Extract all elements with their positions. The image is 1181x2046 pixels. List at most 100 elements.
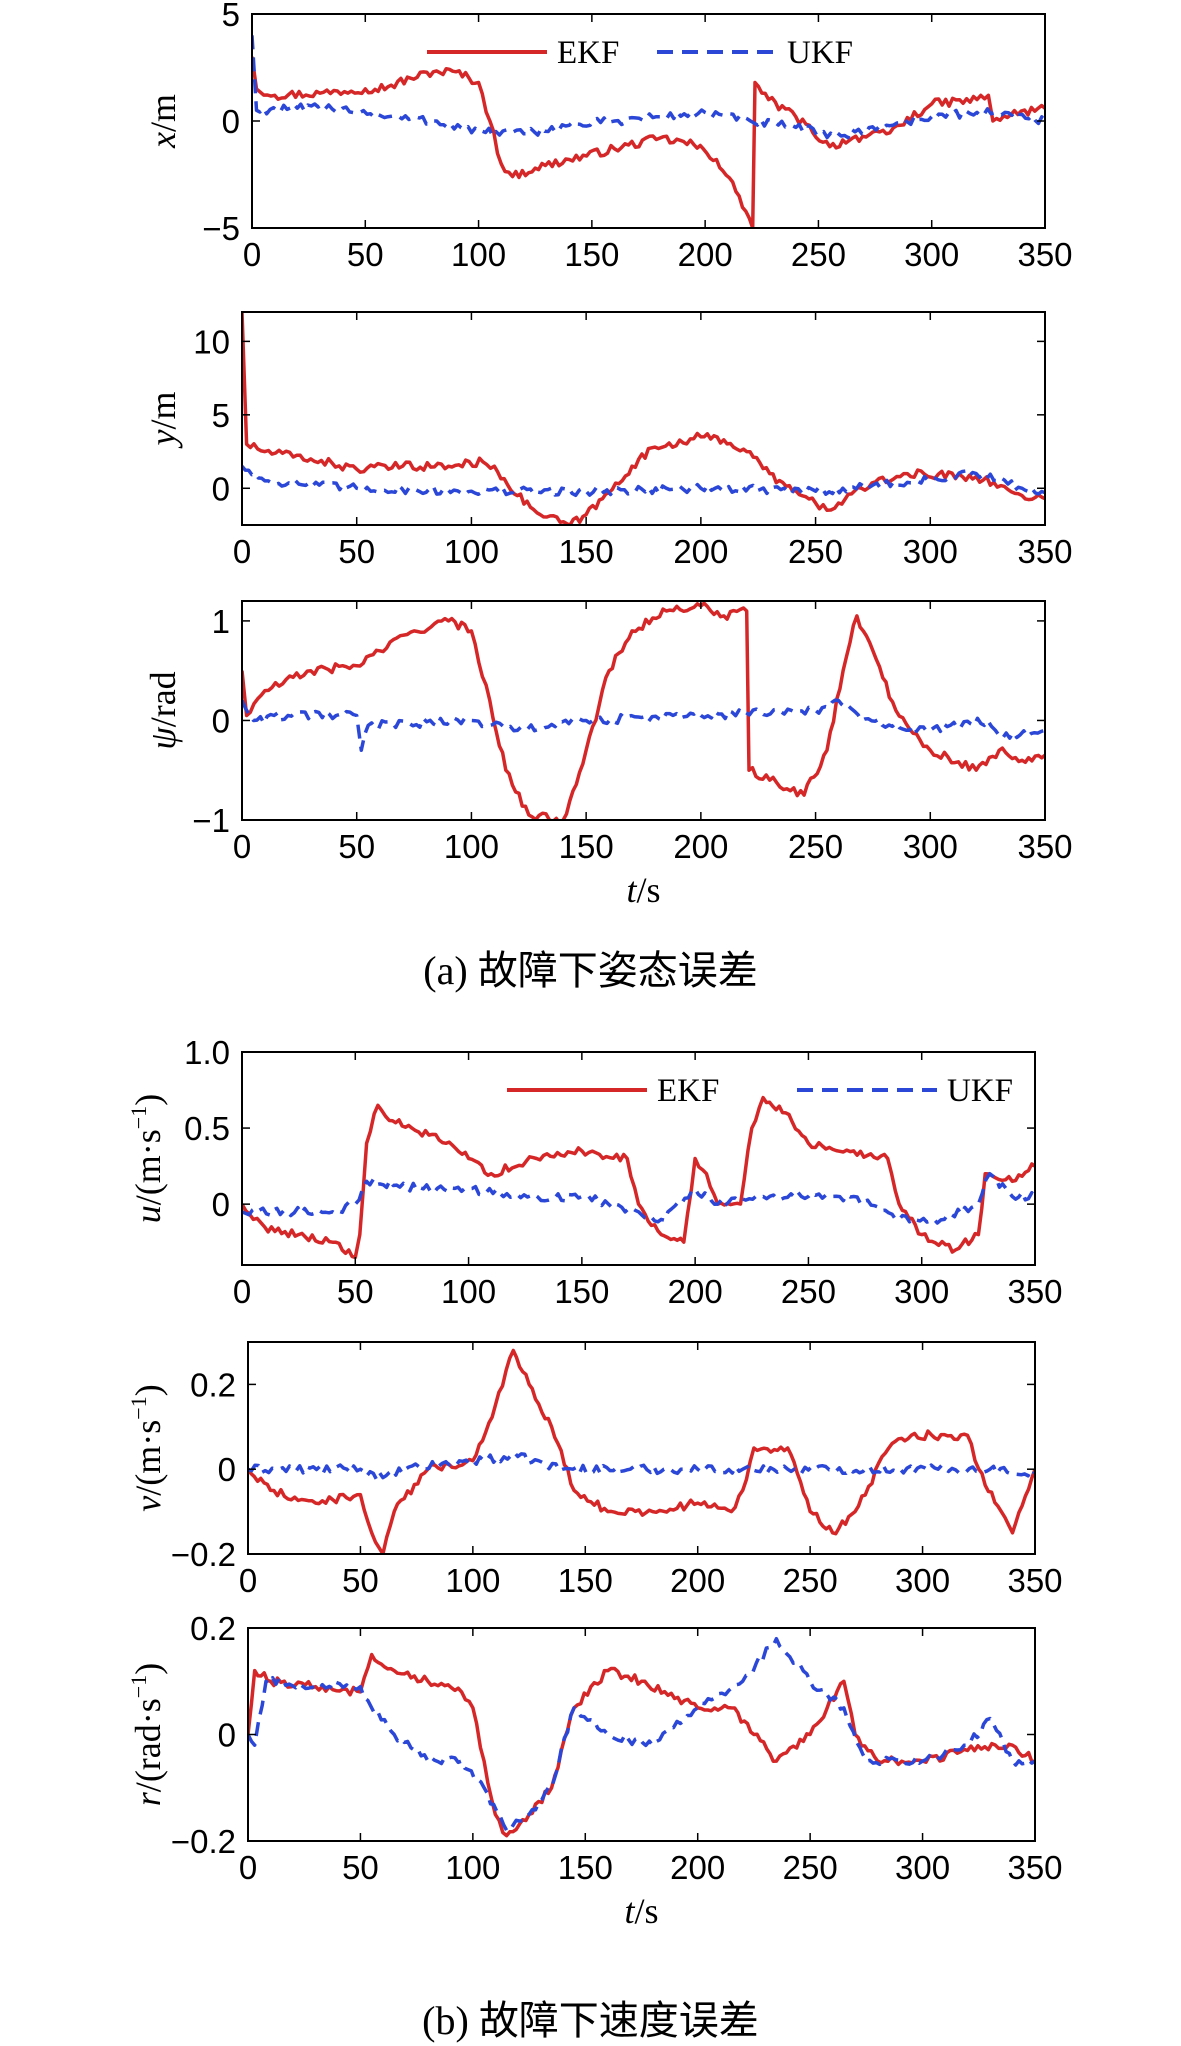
series-ekf-line (242, 601, 1045, 820)
x-tick-label: 150 (554, 1273, 609, 1310)
plot-frame (247, 1627, 1036, 1842)
y-tick-label: 1 (212, 603, 230, 640)
series-ukf-line (248, 1450, 1035, 1482)
x-tick-label: 100 (441, 1273, 496, 1310)
y-tick-label: 0.2 (190, 1366, 236, 1403)
y-axis-label: v/(m·s−1) (126, 1384, 168, 1511)
y-tick-label: 0 (218, 1451, 236, 1488)
y-label-var: v (128, 1496, 168, 1512)
x-tick-label: 250 (781, 1273, 836, 1310)
y-label-unit: /m (143, 392, 183, 430)
x-tick-label: 250 (788, 828, 843, 865)
x-tick-label: 300 (903, 828, 958, 865)
x-tick-label: 100 (444, 828, 499, 865)
x-tick-label: 150 (559, 828, 614, 865)
y-axis-label: y/m (143, 392, 183, 449)
x-tick-label: 350 (1017, 236, 1072, 273)
x-tick-label: 300 (903, 533, 958, 570)
x-tick-label: 250 (791, 236, 846, 273)
y-tick-label: 0.5 (184, 1110, 230, 1147)
y-label-var: y (143, 430, 183, 449)
y-label-sup: −1 (126, 1106, 151, 1129)
series-ukf-line (242, 465, 1045, 498)
y-tick-label: −0.2 (171, 1823, 236, 1860)
x-tick-label: 100 (445, 1849, 500, 1886)
x-tick-label: 0 (243, 236, 261, 273)
legend: EKF UKF (507, 1073, 1013, 1109)
x-tick-label: 250 (788, 533, 843, 570)
x-tick-label: 250 (783, 1562, 838, 1599)
y-label-unit: /(m·s (128, 1129, 168, 1205)
y-label-sup: −1 (126, 1675, 151, 1698)
x-tick-label: 150 (564, 236, 619, 273)
series-ukf-line (248, 1636, 1035, 1833)
y-tick-label: 0 (218, 1717, 236, 1754)
y-label-var: r (128, 1791, 168, 1806)
chart-u: 0 50 100 150 200 250 300 350 0 0.5 1.0 u/(m·s−1) EKF… (126, 1034, 1063, 1310)
y-tick-label: 0 (212, 1186, 230, 1223)
caption-b: (b) 故障下速度误差 (422, 1998, 759, 2043)
y-tick-label: −5 (202, 210, 240, 247)
x-tick-label: 200 (670, 1562, 725, 1599)
series-ukf-line (242, 698, 1045, 753)
caption-a: (a) 故障下姿态误差 (423, 948, 758, 993)
legend-ukf-label: UKF (787, 35, 853, 71)
y-axis-label: x/m (143, 94, 183, 149)
y-tick-label: −1 (192, 802, 230, 839)
x-tick-label: 350 (1017, 533, 1072, 570)
x-tick-label: 200 (673, 828, 728, 865)
x-tick-label: 50 (342, 1562, 379, 1599)
x-tick-label: 350 (1017, 828, 1072, 865)
y-label-var: ψ (143, 727, 183, 750)
x-tick-label: 100 (444, 533, 499, 570)
y-tick-label: 0 (212, 470, 230, 507)
legend: EKF UKF (427, 35, 853, 71)
x-tick-label: 300 (904, 236, 959, 273)
x-tick-label: 50 (342, 1849, 379, 1886)
y-tick-label: 0 (212, 702, 230, 739)
y-label-close: ) (128, 1094, 168, 1106)
y-label-unit: /(m·s (128, 1420, 168, 1496)
x-tick-label: 300 (895, 1849, 950, 1886)
y-tick-label: 5 (212, 397, 230, 434)
y-label-sup: −1 (126, 1396, 151, 1419)
x-axis-label: t/s (624, 1891, 658, 1931)
x-tick-label: 200 (670, 1849, 725, 1886)
legend-ekf-label: EKF (557, 35, 619, 71)
y-label-unit: /rad (143, 671, 183, 727)
y-label-var: u (128, 1205, 168, 1223)
y-label-close: ) (128, 1384, 168, 1396)
y-axis-label: r/(rad·s−1) (126, 1663, 168, 1806)
x-tick-label: 50 (338, 828, 375, 865)
plot-frame (241, 1051, 1036, 1266)
y-tick-label: 0.2 (190, 1610, 236, 1647)
x-tick-label: 200 (678, 236, 733, 273)
x-label-var: t (626, 870, 637, 910)
y-label-close: ) (128, 1663, 168, 1675)
x-label-unit: /s (635, 1891, 659, 1931)
x-tick-label: 150 (559, 533, 614, 570)
chart-v: 0 50 100 150 200 250 300 350−0.200.2v/(m·s−1) (126, 1341, 1063, 1599)
y-tick-label: 1.0 (184, 1034, 230, 1071)
x-tick-label: 350 (1007, 1562, 1062, 1599)
x-tick-label: 0 (233, 1273, 251, 1310)
y-tick-label: 5 (222, 0, 240, 33)
x-tick-label: 0 (239, 1849, 257, 1886)
x-tick-label: 350 (1007, 1849, 1062, 1886)
x-tick-label: 50 (337, 1273, 374, 1310)
y-tick-label: 10 (193, 323, 230, 360)
series-ekf-line (242, 1095, 1035, 1260)
y-tick-label: −0.2 (171, 1536, 236, 1573)
series-ekf-line (248, 1348, 1035, 1554)
chart-y: 0 50 100 150 200 250 300 350 0 5 10 y/m (143, 311, 1073, 570)
series-ekf-line (242, 312, 1045, 525)
x-tick-label: 0 (239, 1562, 257, 1599)
y-axis-label: u/(m·s−1) (126, 1094, 168, 1223)
y-axis-label: ψ/rad (143, 671, 183, 749)
series-ekf-line (248, 1652, 1035, 1838)
x-tick-label: 100 (445, 1562, 500, 1599)
x-axis-label: t/s (626, 870, 660, 910)
series-ekf-line (252, 56, 1045, 228)
